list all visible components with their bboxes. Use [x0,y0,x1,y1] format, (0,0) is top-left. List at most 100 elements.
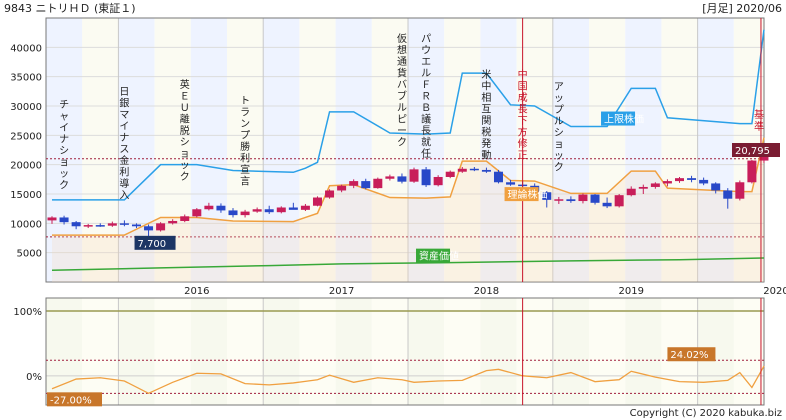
y-tick-label: 30000 [10,102,42,113]
chart-title: 9843 ニトリＨＤ (東証１) [4,2,136,15]
candle-body [204,205,214,210]
candle-body [373,178,383,189]
candle-body [687,178,697,180]
event-label: トランプ勝利宣言 [240,96,250,188]
deviation-line [51,365,765,395]
x-tick-label: 2017 [329,286,354,297]
quarter-band [118,298,155,405]
candle-body [131,224,141,227]
x-tick-label: 2019 [619,286,644,297]
quarter-band [516,298,553,405]
candle-body [300,205,310,210]
theoretical-label-bg [504,187,539,202]
x-tick-label: 2020 [763,286,786,297]
candle-body [590,194,600,203]
candle-body [457,168,467,172]
candle-body [59,217,69,223]
candle-body [723,190,733,199]
quarter-band [263,298,300,405]
chart-period: [月足] 2020/06 [702,2,782,15]
sub-y-tick-label: 100% [13,307,42,318]
upper-price-label: 上限株価 [604,113,644,126]
candle-body [361,181,371,189]
candle-body [312,197,322,206]
event-label: アップルショック [554,82,564,174]
candle-body [747,160,757,183]
series-line-1 [52,137,765,236]
y-tick-label: 35000 [10,73,42,84]
candle-body [542,192,552,200]
quarter-band [371,18,409,282]
deviation-max-label: 24.02% [670,350,708,361]
quarter-band [154,298,191,405]
candle-body [409,169,419,182]
event-label: 米中相互関税発動 [481,68,491,162]
candle-body [107,223,117,226]
event-label: 日銀マイナス金利導入 [119,87,129,202]
quarter-band [697,18,734,282]
candle-body [288,207,298,210]
deviation-min-label: -27.00% [50,395,92,406]
candle-body [481,169,491,172]
quarter-band [480,298,517,405]
candle-body [228,210,238,216]
candle-body [180,216,190,221]
quarter-band [82,18,119,282]
candle-body [252,209,262,212]
copyright: Copyright (C) 2020 kabuka.biz [630,408,782,419]
theoretical-area [52,137,764,282]
y-tick-label: 5000 [17,249,42,260]
y-tick-label: 25000 [10,131,42,142]
candle-body [216,205,226,211]
candle-body [349,181,359,186]
asset-label-bg [416,248,451,263]
candle-body [119,223,129,225]
quarter-band [82,298,119,405]
quarter-band [444,298,481,405]
candle-body [47,217,57,221]
candle-body [433,176,443,186]
y-tick-label: 15000 [10,190,42,201]
quarter-band [190,18,228,282]
candle-body [711,183,721,191]
candle-body [578,194,588,202]
candle-body [493,171,503,183]
low-price-label-bg [134,235,176,250]
quarter-band [299,18,336,282]
quarter-band [408,18,445,282]
deviation-max-label-bg [667,347,716,362]
candle-body [264,209,274,213]
quarter-band [408,298,445,405]
candle-body [83,225,93,227]
quarter-band [46,18,83,282]
candle-body [626,188,636,196]
base-label: 基準 [754,108,764,133]
candle-body [192,209,202,217]
candle-body [276,207,286,213]
quarter-band [299,298,336,405]
x-tick-label: 2018 [474,286,499,297]
quarter-band [625,18,662,282]
candle-body [650,183,660,187]
candle-body [71,222,81,227]
upper-price-label-bg [601,111,636,126]
low-price-label: 7,700 [138,239,167,250]
sub-y-tick-label: 0% [26,372,42,383]
x-tick-label: 2016 [184,286,209,297]
y-tick-label: 10000 [10,219,42,230]
candle-body [325,190,335,198]
candle-body [674,178,684,182]
candle-body [240,211,250,216]
y-tick-label: 20000 [10,161,42,172]
event-label: 中国成長下方修正 [518,68,528,162]
event-label: 仮想通貨バブルピーク [397,32,407,149]
event-label: パウエルＦＲＢ議長就任 [421,33,431,160]
quarter-band [335,18,372,282]
sub-plot-frame [45,297,765,406]
event-label: チャイナショック [59,99,69,192]
quarter-band [371,298,409,405]
quarter-band [263,18,300,282]
candle-body [445,171,455,177]
quarter-band [46,298,83,405]
